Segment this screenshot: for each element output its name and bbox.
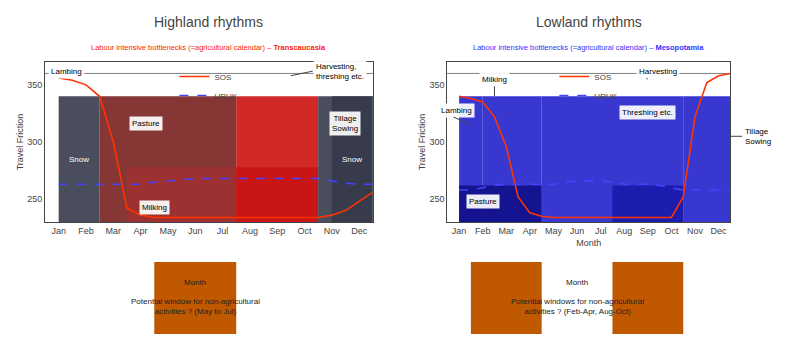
svg-text:Dec: Dec — [711, 226, 728, 236]
svg-text:Aug: Aug — [616, 226, 632, 236]
svg-text:Potential windows for non-agri: Potential windows for non-agriculturalac… — [511, 297, 644, 316]
svg-text:Mar: Mar — [106, 226, 122, 236]
svg-text:Jul: Jul — [595, 226, 607, 236]
svg-text:URUK: URUK — [214, 92, 237, 101]
svg-text:May: May — [545, 226, 563, 236]
svg-text:Harvesting,threshing etc.: Harvesting,threshing etc. — [316, 62, 364, 81]
svg-text:Nov: Nov — [324, 226, 341, 236]
svg-text:Feb: Feb — [78, 226, 94, 236]
svg-text:Milking: Milking — [142, 203, 167, 212]
svg-text:Jun: Jun — [188, 226, 203, 236]
svg-text:Month: Month — [184, 278, 206, 287]
svg-text:Jan: Jan — [452, 226, 467, 236]
svg-text:Labour intensive bottlenecks (: Labour intensive bottlenecks (=agricultu… — [91, 43, 326, 52]
svg-text:250: 250 — [429, 194, 444, 204]
svg-text:Month: Month — [566, 278, 588, 287]
svg-text:Lambing: Lambing — [51, 67, 82, 76]
svg-text:Nov: Nov — [687, 226, 704, 236]
svg-text:Mar: Mar — [499, 226, 515, 236]
svg-text:Travel Friction: Travel Friction — [417, 114, 427, 171]
svg-text:Feb: Feb — [475, 226, 491, 236]
svg-text:Jan: Jan — [51, 226, 66, 236]
svg-text:Apr: Apr — [134, 226, 148, 236]
svg-text:Jul: Jul — [217, 226, 229, 236]
svg-text:Snow: Snow — [342, 155, 362, 164]
svg-text:TillageSowing: TillageSowing — [332, 114, 358, 133]
svg-text:SOS: SOS — [214, 73, 231, 82]
svg-text:Dec: Dec — [351, 226, 368, 236]
svg-text:Threshing etc.: Threshing etc. — [622, 108, 673, 117]
svg-text:SOS: SOS — [594, 73, 611, 82]
svg-text:Aug: Aug — [242, 226, 258, 236]
svg-text:Lambing: Lambing — [441, 106, 472, 115]
svg-text:Pasture: Pasture — [469, 197, 497, 206]
svg-text:Sep: Sep — [640, 226, 656, 236]
svg-text:URUK: URUK — [594, 92, 617, 101]
svg-text:May: May — [159, 226, 177, 236]
svg-text:Jun: Jun — [570, 226, 585, 236]
svg-text:Harvesting: Harvesting — [639, 67, 677, 76]
svg-text:Month: Month — [576, 238, 601, 248]
svg-text:250: 250 — [27, 194, 42, 204]
svg-text:Travel Friction: Travel Friction — [15, 114, 25, 171]
svg-text:Milking: Milking — [482, 75, 507, 84]
svg-text:Snow: Snow — [69, 155, 89, 164]
svg-text:Apr: Apr — [523, 226, 537, 236]
svg-text:Potential window for non-agric: Potential window for non-agriculturalact… — [131, 297, 260, 316]
svg-text:350: 350 — [27, 80, 42, 90]
svg-text:Labour intensive bottlenecks (: Labour intensive bottlenecks (=agricultu… — [473, 43, 704, 52]
svg-text:Oct: Oct — [298, 226, 313, 236]
svg-text:300: 300 — [429, 137, 444, 147]
svg-text:Highland rhythms: Highland rhythms — [154, 14, 263, 30]
svg-text:TillageSowing: TillageSowing — [745, 127, 771, 146]
svg-text:Pasture: Pasture — [132, 119, 160, 128]
svg-text:Lowland rhythms: Lowland rhythms — [536, 14, 642, 30]
svg-text:Oct: Oct — [664, 226, 679, 236]
svg-text:350: 350 — [429, 80, 444, 90]
svg-text:300: 300 — [27, 137, 42, 147]
svg-text:Sep: Sep — [269, 226, 285, 236]
